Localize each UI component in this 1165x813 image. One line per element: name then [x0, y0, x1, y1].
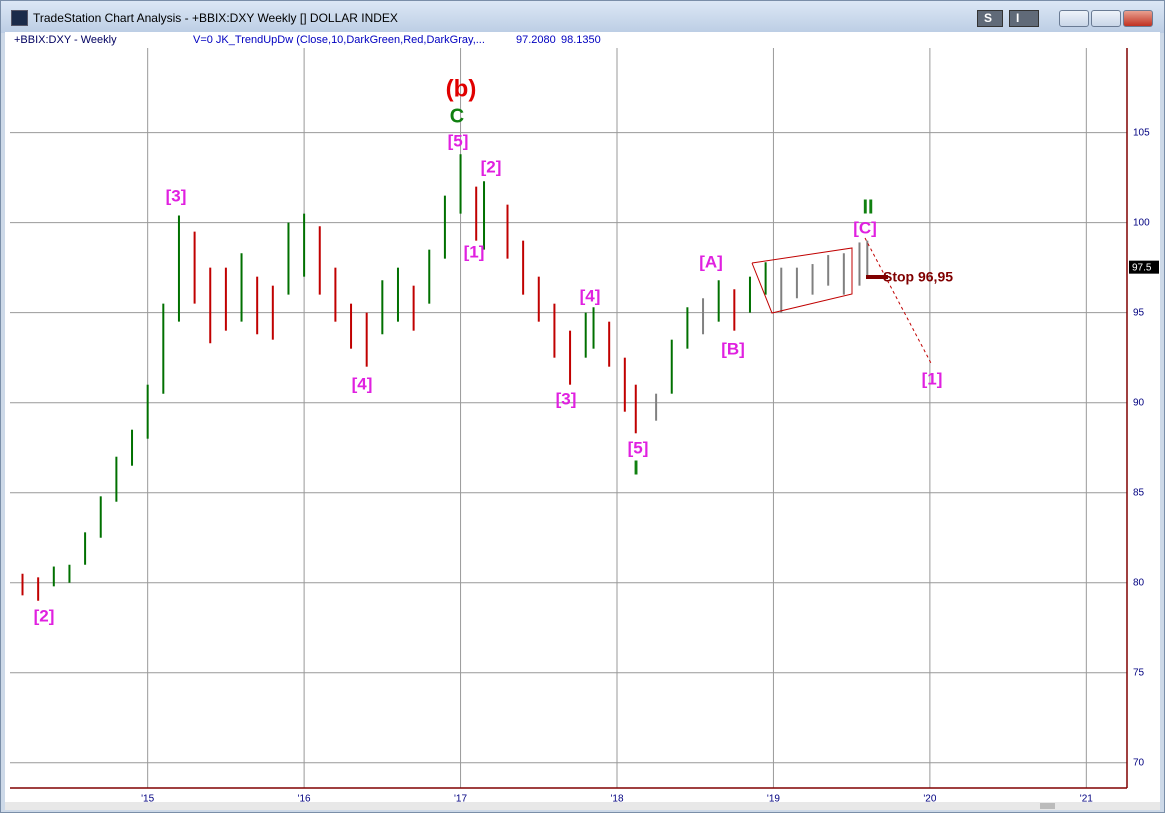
wave-label: [1] [922, 369, 943, 388]
x-tick-label: '15 [141, 794, 154, 805]
y-tick-label: 80 [1133, 577, 1145, 588]
s-button[interactable]: S [977, 10, 1003, 27]
y-tick-label: 75 [1133, 667, 1145, 678]
wave-label: I [633, 457, 639, 479]
scrollbar[interactable] [5, 802, 1160, 810]
wave-label: [4] [580, 286, 601, 305]
wave-label: [4] [352, 374, 373, 393]
x-tick-label: '20 [923, 794, 936, 805]
wave-label: [3] [166, 186, 187, 205]
wave-label: II [862, 196, 873, 218]
y-tick-label: 90 [1133, 397, 1145, 408]
scroll-thumb[interactable] [1040, 803, 1055, 809]
wave-label: [B] [721, 339, 745, 358]
app-icon [11, 10, 28, 26]
close-button[interactable] [1123, 10, 1153, 27]
wave-label: [A] [699, 252, 723, 271]
y-tick-label: 95 [1133, 307, 1145, 318]
y-tick-label: 70 [1133, 757, 1145, 768]
wave-label: Stop 96,95 [883, 269, 953, 285]
x-tick-label: '17 [454, 794, 467, 805]
title-bar: TradeStation Chart Analysis - +BBIX:DXY … [1, 1, 1164, 33]
indicator-value: 97.2080 [516, 34, 556, 46]
wave-label: (b) [446, 75, 477, 102]
indicator-label: V=0 JK_TrendUpDw (Close,10,DarkGreen,Red… [193, 34, 485, 46]
minimize-button[interactable] [1059, 10, 1089, 27]
indicator-value: 98.1350 [561, 34, 601, 46]
wave-label: [5] [628, 438, 649, 457]
wave-label: [5] [448, 131, 469, 150]
last-price-label: 97.5 [1132, 262, 1152, 273]
i-button[interactable]: I [1009, 10, 1039, 27]
wave-label: [2] [481, 157, 502, 176]
window-title: TradeStation Chart Analysis - +BBIX:DXY … [33, 11, 398, 25]
wave-label: [C] [853, 218, 877, 237]
wave-label: [3] [556, 389, 577, 408]
maximize-button[interactable] [1091, 10, 1121, 27]
x-tick-label: '21 [1080, 794, 1093, 805]
y-tick-label: 85 [1133, 487, 1145, 498]
x-tick-label: '18 [610, 794, 623, 805]
wave-label: C [450, 105, 464, 127]
channel-line [751, 247, 853, 314]
symbol-label: +BBIX:DXY - Weekly [14, 34, 117, 46]
y-tick-label: 100 [1133, 217, 1150, 228]
chart-bg [5, 32, 1160, 810]
wave-label: [2] [34, 606, 55, 625]
chart: +BBIX:DXY - Weekly V=0 JK_TrendUpDw (Clo… [5, 32, 1160, 810]
x-tick-label: '16 [298, 794, 311, 805]
x-tick-label: '19 [767, 794, 780, 805]
y-tick-label: 105 [1133, 127, 1150, 138]
wave-label: [1] [464, 242, 485, 261]
last-price-box [1129, 260, 1159, 274]
